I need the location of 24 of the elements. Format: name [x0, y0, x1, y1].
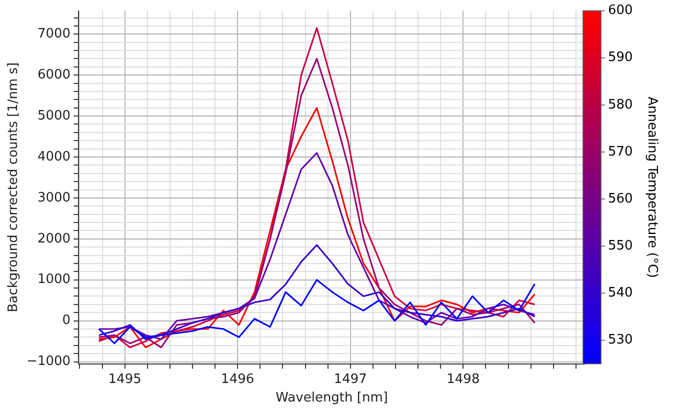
x-axis-title: Wavelength [nm]: [276, 390, 388, 406]
y-tick-label: 2000: [37, 231, 71, 246]
y-tick-label: 4000: [37, 149, 71, 164]
y-tick-label: −1000: [26, 354, 71, 370]
y-tick-label: 3000: [37, 190, 71, 206]
color-bar-label: 550: [608, 238, 633, 254]
x-tick-label: 1495: [108, 372, 142, 387]
color-bar-label: 570: [608, 144, 633, 160]
color-bar-title: Annealing Temperature (°C): [644, 96, 660, 278]
color-bar-label: 540: [608, 286, 633, 301]
color-bar-label: 560: [608, 191, 633, 206]
y-tick-label: 5000: [37, 108, 71, 124]
color-bar-label: 600: [608, 3, 633, 18]
y-tick-label: 0: [62, 313, 71, 328]
y-tick-label: 1000: [37, 272, 71, 288]
x-tick-label: 1497: [334, 372, 367, 387]
y-axis-title: Background corrected counts [1/nm s]: [6, 62, 22, 312]
color-bar-label: 590: [608, 50, 633, 66]
y-tick-label: 7000: [37, 26, 71, 42]
color-bar-label: 580: [608, 97, 633, 112]
x-tick-label: 1498: [446, 372, 480, 387]
color-bar-label: 530: [608, 332, 633, 348]
y-tick-label: 6000: [37, 67, 71, 82]
x-tick-label: 1496: [221, 372, 254, 387]
